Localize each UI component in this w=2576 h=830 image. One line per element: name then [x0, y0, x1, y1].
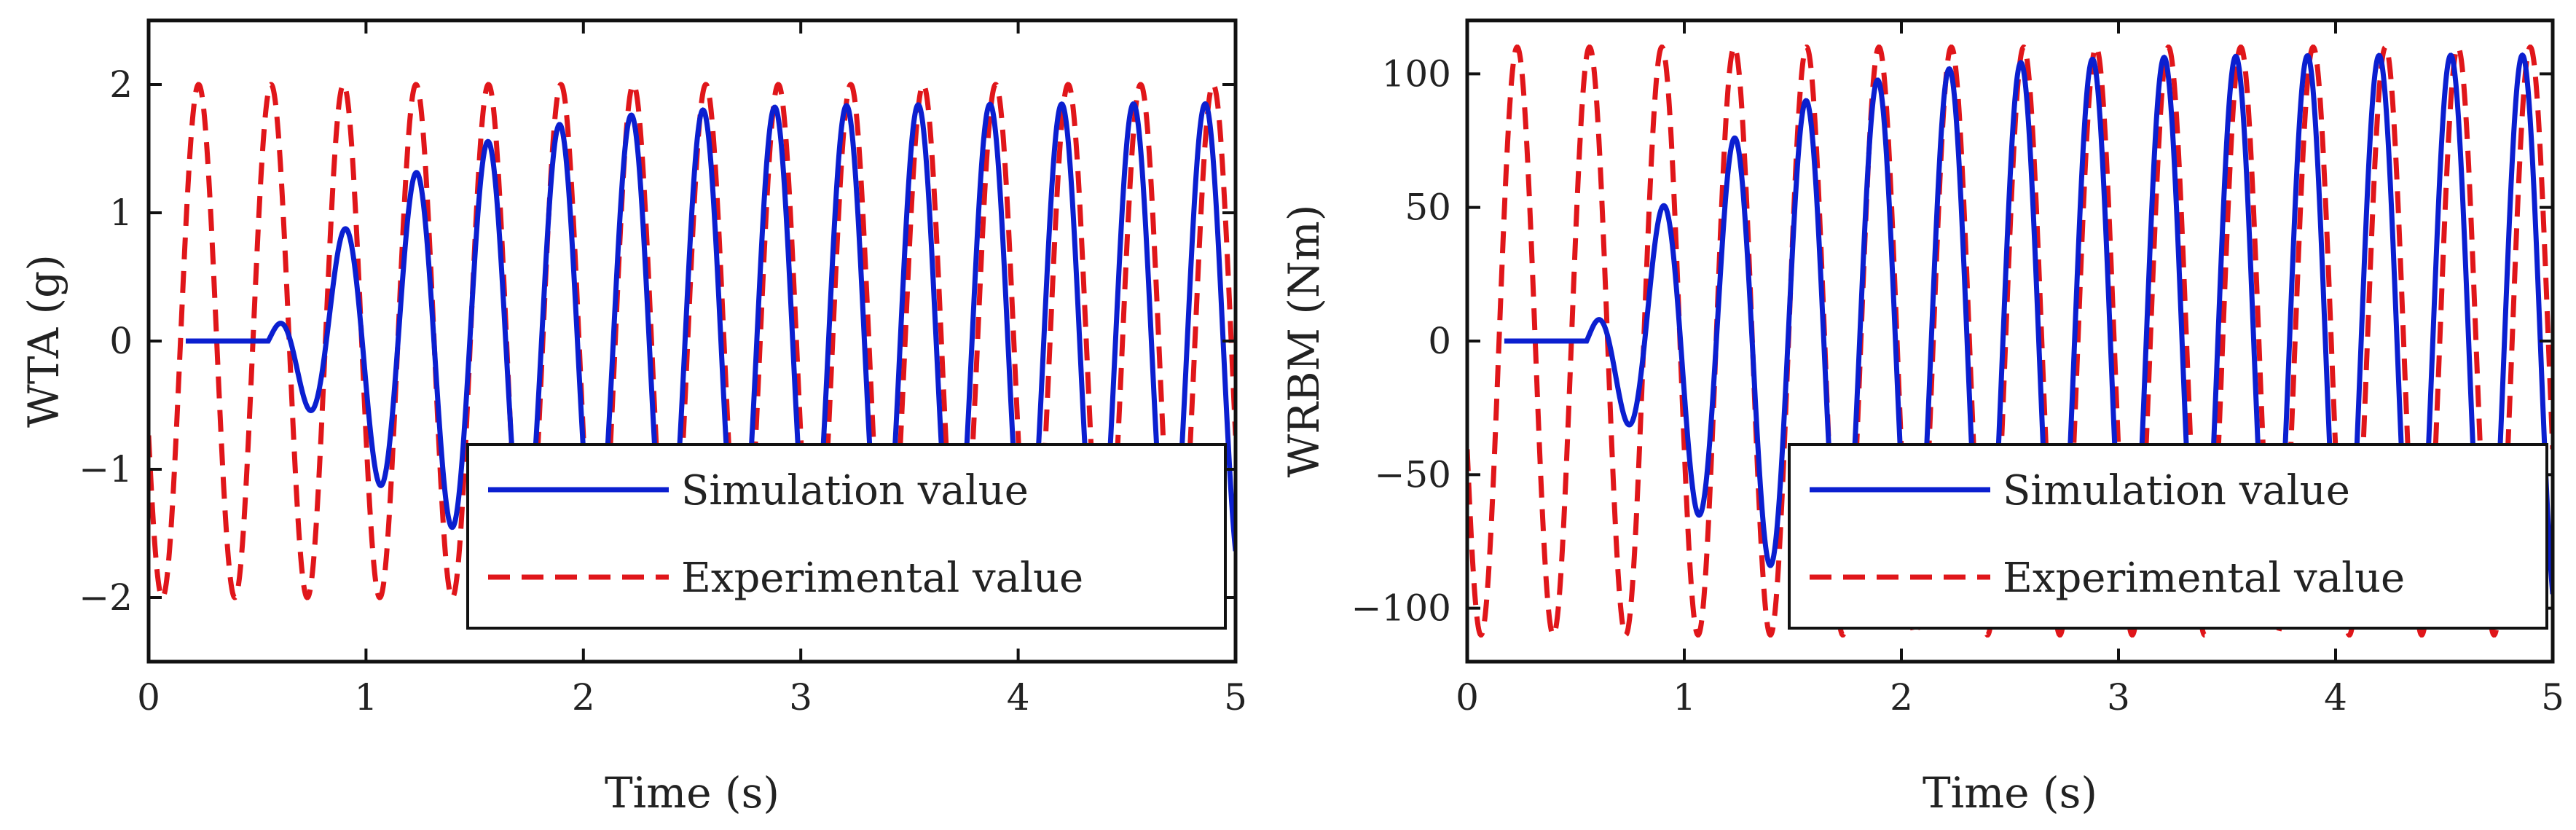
- legend-label-simulation: Simulation value: [681, 467, 1029, 514]
- x-tick-label: 2: [572, 676, 595, 719]
- x-axis: 0 1 2 3 4 5: [137, 20, 1247, 719]
- y-tick-label: 2: [109, 63, 133, 106]
- series-line-experimental: [149, 82, 1236, 600]
- legend-box: [466, 443, 1227, 630]
- legend-box: [1788, 443, 2548, 630]
- x-tick-label: 4: [2324, 676, 2347, 719]
- x-tick-label: 0: [137, 676, 160, 719]
- y-tick-label: −50: [1374, 453, 1451, 496]
- x-axis-label: Time (s): [1923, 768, 2097, 818]
- x-tick-label: 3: [789, 676, 812, 719]
- x-axis: 0 1 2 3 4 5: [1456, 20, 2564, 719]
- y-tick-label: −1: [79, 448, 133, 490]
- x-tick-label: 3: [2107, 676, 2130, 719]
- x-tick-label: 1: [1673, 676, 1696, 719]
- legend-label-experimental: Experimental value: [681, 555, 1083, 602]
- y-tick-label: −100: [1351, 587, 1451, 630]
- x-tick-label: 4: [1007, 676, 1030, 719]
- y-axis-label: WRBM (Nm): [1279, 205, 1329, 478]
- legend-label-simulation: Simulation value: [2003, 467, 2350, 514]
- legend: Simulation value Experimental value: [1788, 443, 2548, 630]
- y-tick-label: 1: [109, 192, 133, 234]
- series-line-simulation: [1504, 52, 2553, 630]
- legend: Simulation value Experimental value: [466, 443, 1227, 630]
- y-tick-label: 0: [109, 320, 133, 362]
- y-tick-label: 100: [1382, 52, 1451, 95]
- y-tick-label: −2: [79, 576, 133, 619]
- legend-label-experimental: Experimental value: [2003, 555, 2405, 602]
- x-tick-label: 1: [354, 676, 377, 719]
- x-tick-label: 0: [1456, 676, 1479, 719]
- x-tick-label: 2: [1890, 676, 1913, 719]
- y-tick-label: 50: [1405, 187, 1451, 229]
- x-tick-label: 5: [2541, 676, 2564, 719]
- x-tick-label: 5: [1224, 676, 1247, 719]
- y-axis-label: WTA (g): [19, 254, 68, 428]
- x-axis-label: Time (s): [605, 768, 780, 818]
- y-tick-label: 0: [1428, 320, 1451, 362]
- y-axis: 2 1 0 −1 −2: [79, 63, 1236, 619]
- series-line-simulation: [185, 101, 1236, 582]
- chart-wta: 0 1 2 3 4 5 2 1 0 −1 −2 Time (s) WTA (g) Simulati…: [19, 18, 1247, 818]
